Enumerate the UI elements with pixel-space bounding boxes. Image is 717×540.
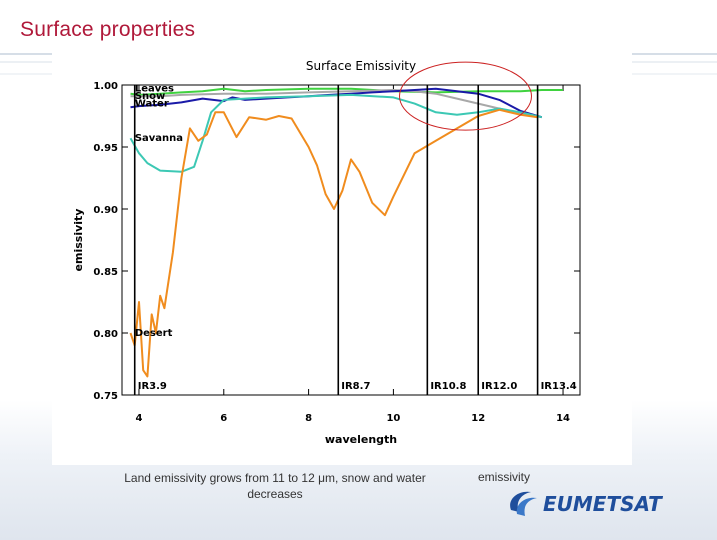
series-line-desert [129, 108, 538, 378]
x-tick-label: 10 [386, 413, 400, 424]
y-axis-label: emissivity [72, 209, 85, 272]
series-label-savanna: Savanna [135, 133, 183, 144]
y-tick-label: 0.85 [93, 267, 118, 278]
series-line-snow [130, 89, 542, 119]
series-label-leaves: Leaves [135, 83, 174, 94]
channel-label: IR10.8 [430, 381, 466, 392]
x-tick-label: 14 [556, 413, 570, 424]
x-tick-label: 6 [220, 413, 227, 424]
series-line-leaves [130, 87, 563, 96]
emissivity-chart: Surface Emissivity 0.75 0.80 0.85 0.90 0.95 1.… [72, 59, 581, 446]
series-line-savanna [129, 93, 543, 173]
series-label-water: Water [135, 98, 169, 109]
slide-title: Surface properties [20, 18, 196, 41]
y-tick-label: 1.00 [93, 81, 118, 92]
highlight-ellipse [399, 61, 532, 131]
y-tick-label: 0.90 [93, 205, 118, 216]
eumetsat-logo-text: EUMETSAT [543, 492, 663, 516]
series-label-snow: Snow [135, 91, 165, 102]
x-tick-label: 8 [305, 413, 312, 424]
eumetsat-logo-mark [510, 491, 537, 516]
x-tick-label: 4 [135, 413, 142, 424]
y-tick-label: 0.75 [93, 391, 118, 402]
channel-label: IR12.0 [481, 381, 517, 392]
eumetsat-logo: EUMETSAT [510, 491, 663, 516]
chart-title: Surface Emissivity [306, 59, 416, 73]
y-tick-label: 0.80 [93, 329, 118, 340]
plot-frame [121, 84, 581, 396]
channel-label: IR13.4 [541, 381, 577, 392]
channel-label: IR8.7 [341, 381, 370, 392]
y-tick-label: 0.95 [93, 143, 118, 154]
caption-emissivity: emissivity [478, 470, 531, 484]
x-axis-label: wavelength [325, 433, 397, 446]
chart-panel: Surface Emissivity 0.75 0.80 0.85 0.90 0.95 1.… [52, 52, 632, 465]
caption-land-emissivity: Land emissivity grows from 11 to 12 μm, … [124, 471, 426, 501]
x-tick-label: 12 [471, 413, 485, 424]
series-label-desert: Desert [135, 328, 173, 339]
channel-label: IR3.9 [138, 381, 167, 392]
